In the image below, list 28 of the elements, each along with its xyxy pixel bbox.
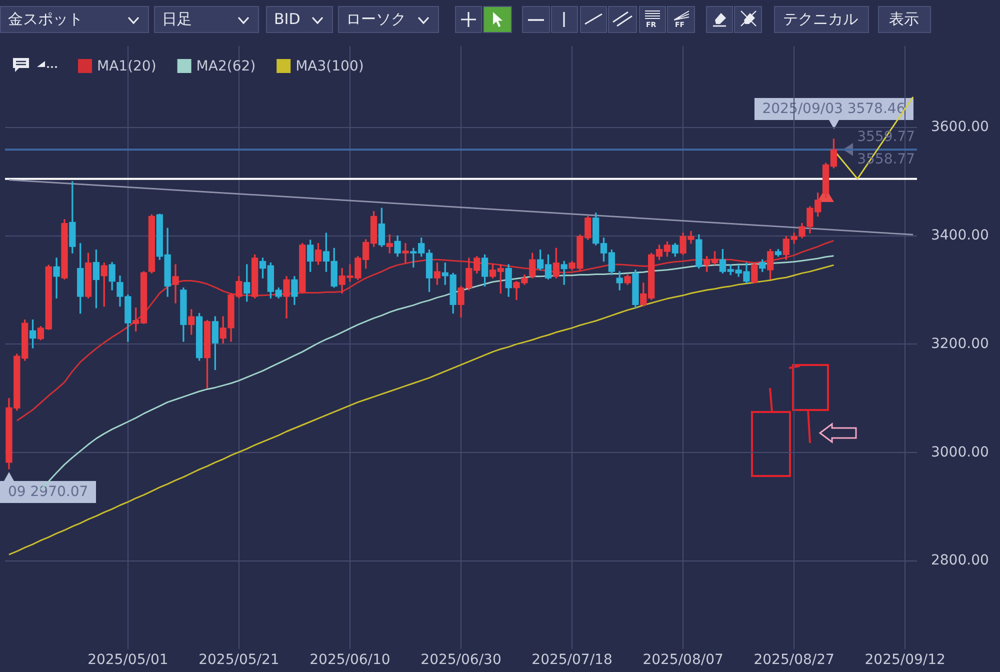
x-tick-label: 2025/08/27 — [754, 652, 834, 668]
callout: 09 2970.07 — [0, 480, 96, 503]
y-tick-label: 3400.00 — [930, 227, 989, 244]
candlestick — [53, 258, 60, 298]
legend-label: MA3(100) — [296, 58, 364, 75]
legend-label: MA1(20) — [97, 58, 156, 75]
x-tick-label: 2025/08/07 — [642, 652, 724, 668]
button: 表示 — [878, 6, 931, 33]
y-tick-label: 3000.00 — [930, 444, 989, 460]
x-tick-label: 2025/05/01 — [88, 652, 168, 668]
legend-label: MA2(62) — [196, 58, 256, 75]
candlestick — [172, 264, 179, 304]
x-tick-label: 2025/09/12 — [864, 652, 946, 668]
annotation: 09 2970.07 — [8, 484, 88, 500]
dropdown: 日足 — [154, 6, 259, 33]
y-tick-label: 3200.00 — [930, 336, 989, 352]
y-tick-label: 2800.00 — [930, 552, 989, 569]
dropdown: BID — [266, 6, 333, 33]
chart-title: 金スポット — [8, 10, 83, 29]
candlestick — [402, 243, 409, 264]
dropdown: ローソク — [338, 6, 439, 33]
x-tick-label: 2025/06/10 — [310, 652, 390, 668]
x-tick-label: 2025/05/21 — [198, 652, 280, 668]
x-tick-label: 2025/07/18 — [532, 652, 612, 668]
y-tick-label: 3600.00 — [930, 118, 989, 135]
dropdown: 金スポット — [0, 6, 149, 33]
x-tick-label: 2025/06/30 — [420, 652, 502, 668]
button: テクニカル — [774, 6, 869, 33]
